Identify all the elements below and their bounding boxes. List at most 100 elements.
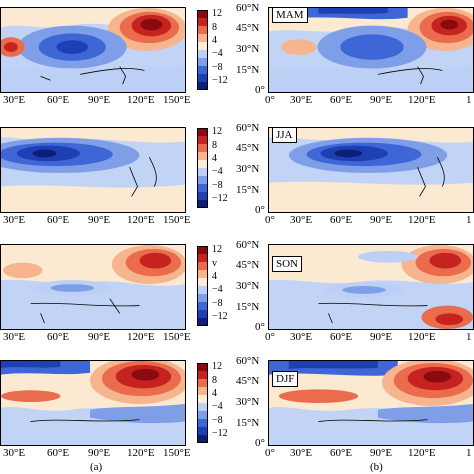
- season-label-mam: MAM: [272, 7, 308, 23]
- colorbar-label: 8: [212, 22, 217, 33]
- map-b-jja: [268, 127, 474, 213]
- lon-tick: 150°E: [163, 331, 191, 343]
- lon-tick: 60°E: [330, 94, 353, 106]
- lon-tick: 90°E: [370, 94, 393, 106]
- lon-tick: 90°E: [370, 447, 393, 459]
- lon-tick: 90°E: [370, 214, 393, 226]
- map-a-row4: [0, 360, 186, 446]
- map-a-row1: [0, 7, 186, 93]
- colorbar-label: −8: [212, 62, 223, 73]
- lon-tick: 150°E: [163, 94, 191, 106]
- colorbar-row3: [197, 246, 208, 326]
- lat-tick: 60°N: [236, 355, 260, 367]
- lat-tick: 15°N: [236, 184, 260, 196]
- colorbar-label: −12: [212, 428, 228, 439]
- map-b-djf: [268, 360, 474, 446]
- lat-tick: 45°N: [236, 142, 260, 154]
- season-label-jja: JJA: [272, 127, 297, 143]
- lon-tick: 30°E: [290, 447, 313, 459]
- map-a-row3: [0, 244, 186, 330]
- lon-tick: 0°: [265, 214, 275, 226]
- colorbar-label: 8: [212, 140, 217, 151]
- lat-tick: 60°N: [236, 2, 260, 14]
- lon-tick: 120°E: [408, 447, 436, 459]
- lon-tick: 0°: [265, 94, 275, 106]
- lon-tick: 60°E: [330, 331, 353, 343]
- lon-tick: 60°E: [330, 214, 353, 226]
- lon-tick: 90°E: [370, 331, 393, 343]
- colorbar-label: 12: [212, 361, 222, 372]
- lon-tick: 60°E: [47, 214, 70, 226]
- lat-tick: 15°N: [236, 417, 260, 429]
- lon-tick: 1: [466, 447, 472, 459]
- lon-tick: 30°E: [3, 447, 26, 459]
- colorbar-label: −12: [212, 193, 228, 204]
- lon-tick: 30°E: [290, 94, 313, 106]
- colorbar-label: −4: [212, 166, 223, 177]
- colorbar-label: 4: [212, 35, 217, 46]
- lon-tick: 90°E: [88, 214, 111, 226]
- colorbar-label: −8: [212, 298, 223, 309]
- season-label-djf: DJF: [272, 371, 299, 387]
- lat-tick: 0°: [255, 204, 265, 216]
- lon-tick: 120°E: [408, 331, 436, 343]
- colorbar-label: −12: [212, 75, 228, 86]
- lat-tick: 15°N: [236, 301, 260, 313]
- lon-tick: 90°E: [88, 331, 111, 343]
- lat-tick: 60°N: [236, 122, 260, 134]
- lon-tick: 60°E: [330, 447, 353, 459]
- lat-tick: 45°N: [236, 259, 260, 271]
- panel-label-a: (a): [90, 461, 103, 473]
- lat-tick: 60°N: [236, 239, 260, 251]
- lat-tick: 30°N: [236, 163, 260, 175]
- map-a-row2: [0, 127, 186, 213]
- colorbar-row2: [197, 128, 208, 208]
- colorbar-label: v: [212, 258, 217, 269]
- map-b-son: [268, 244, 474, 330]
- lat-tick: 0°: [255, 321, 265, 333]
- lon-tick: 30°E: [3, 94, 26, 106]
- lon-tick: 1: [466, 331, 472, 343]
- lat-tick: 0°: [255, 84, 265, 96]
- lat-tick: 30°N: [236, 396, 260, 408]
- lon-tick: 1: [466, 214, 472, 226]
- colorbar-label: 12: [212, 8, 222, 19]
- colorbar-label: −12: [212, 311, 228, 322]
- colorbar-label: 4: [212, 271, 217, 282]
- lon-tick: 60°E: [47, 94, 70, 106]
- lat-tick: 30°N: [236, 280, 260, 292]
- lat-tick: 45°N: [236, 22, 260, 34]
- lon-tick: 30°E: [290, 214, 313, 226]
- lon-tick: 1: [466, 94, 472, 106]
- lon-tick: 90°E: [88, 94, 111, 106]
- colorbar-label: −4: [212, 401, 223, 412]
- lon-tick: 60°E: [47, 447, 70, 459]
- colorbar-row1: [197, 10, 208, 90]
- lon-tick: 120°E: [408, 94, 436, 106]
- map-b-mam: [268, 7, 474, 93]
- colorbar-label: 12: [212, 126, 222, 137]
- lon-tick: 120°E: [127, 214, 155, 226]
- colorbar-label: −4: [212, 284, 223, 295]
- colorbar-label: 4: [212, 153, 217, 164]
- colorbar-label: −8: [212, 415, 223, 426]
- lon-tick: 30°E: [290, 331, 313, 343]
- lon-tick: 0°: [265, 331, 275, 343]
- colorbar-label: 4: [212, 388, 217, 399]
- lon-tick: 120°E: [127, 94, 155, 106]
- lat-tick: 30°N: [236, 43, 260, 55]
- colorbar-label: 12: [212, 244, 222, 255]
- lon-tick: 30°E: [3, 331, 26, 343]
- lon-tick: 150°E: [163, 447, 191, 459]
- lon-tick: 90°E: [88, 447, 111, 459]
- lat-tick: 0°: [255, 437, 265, 449]
- panel-label-b: (b): [370, 461, 383, 473]
- lon-tick: 0°: [265, 447, 275, 459]
- colorbar-label: 8: [212, 375, 217, 386]
- lon-tick: 150°E: [163, 214, 191, 226]
- lon-tick: 120°E: [127, 447, 155, 459]
- colorbar-label: −8: [212, 180, 223, 191]
- lon-tick: 120°E: [127, 331, 155, 343]
- lat-tick: 45°N: [236, 375, 260, 387]
- season-label-son: SON: [272, 256, 303, 272]
